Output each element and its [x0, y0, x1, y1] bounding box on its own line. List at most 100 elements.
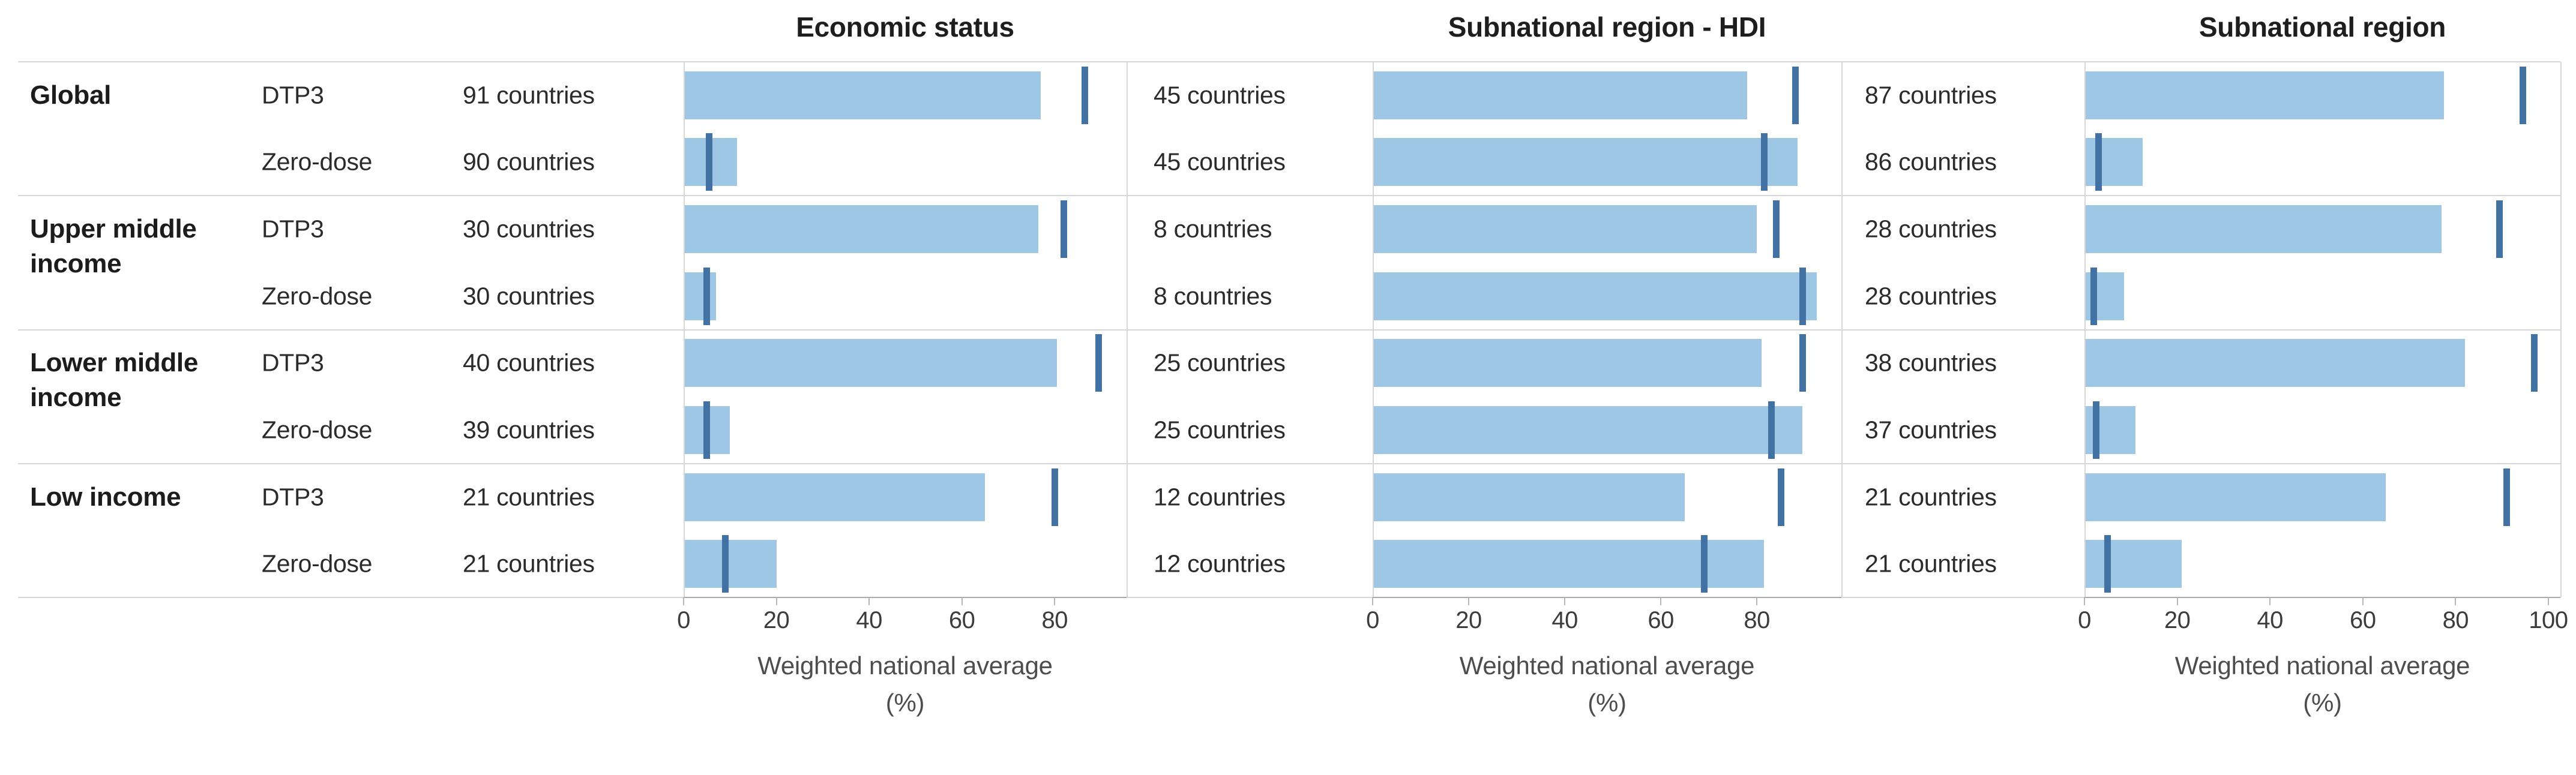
panel-title: Subnational region: [2198, 11, 2446, 43]
country-count-label: 90 countries: [463, 148, 595, 176]
country-count-label: 45 countries: [1154, 148, 1286, 176]
axis-tick-label: 80: [2442, 607, 2469, 633]
axis-tick-mark: [683, 597, 684, 605]
country-count-label: 8 countries: [1154, 215, 1272, 243]
reference-line-marker: [706, 133, 712, 191]
plot-left-border: [1373, 62, 1374, 597]
vaccine-label: DTP3: [262, 483, 324, 511]
group-separator-line: [18, 329, 2560, 331]
vaccine-label: Zero-dose: [262, 416, 373, 444]
axis-tick-mark: [2269, 597, 2271, 605]
country-count-label: 21 countries: [1865, 549, 1997, 578]
coverage-bar: [1374, 138, 1798, 187]
reference-line-marker: [2104, 535, 2111, 593]
axis-tick-label: 60: [2349, 607, 2376, 633]
coverage-bar: [1374, 71, 1748, 119]
country-count-label: 25 countries: [1154, 349, 1286, 377]
country-count-label: 30 countries: [463, 282, 595, 310]
reference-line-marker: [2503, 468, 2510, 526]
reference-line-marker: [1772, 200, 1780, 259]
axis-tick-label: 40: [1551, 607, 1578, 633]
axis-tick-mark: [1756, 597, 1758, 605]
country-count-label: 45 countries: [1154, 81, 1286, 109]
coverage-bar: [685, 540, 777, 588]
axis-tick-label: 100: [2529, 607, 2568, 633]
axis-tick-label: 0: [677, 607, 690, 633]
country-count-label: 8 countries: [1154, 282, 1272, 310]
plot-left-border: [2084, 62, 2086, 597]
reference-line-marker: [1777, 468, 1784, 526]
axis-tick-mark: [1372, 597, 1373, 605]
reference-line-marker: [703, 267, 711, 325]
reference-line-marker: [1081, 66, 1088, 124]
group-separator-line: [18, 462, 2560, 464]
reference-line-marker: [1095, 334, 1103, 392]
group-label: Lower middle: [30, 348, 198, 378]
plot-left-border: [684, 62, 685, 597]
reference-line-marker: [703, 401, 711, 459]
group-label: Low income: [30, 482, 181, 512]
axis-title-line1: Weighted national average: [757, 651, 1053, 680]
coverage-bar: [2086, 339, 2465, 388]
plot-right-border: [2560, 62, 2562, 597]
reference-line-marker: [1061, 200, 1068, 259]
country-count-label: 25 countries: [1154, 416, 1286, 444]
coverage-bar: [2086, 138, 2143, 187]
axis-tick-label: 20: [1455, 607, 1482, 633]
coverage-bar: [2086, 473, 2386, 521]
vaccine-label: Zero-dose: [262, 148, 373, 176]
reference-line-marker: [722, 535, 729, 593]
group-label: income: [30, 249, 122, 279]
coverage-bar: [1374, 205, 1757, 254]
reference-line-marker: [1768, 401, 1775, 459]
axis-tick-label: 80: [1744, 607, 1770, 633]
reference-line-marker: [2531, 334, 2538, 392]
axis-tick-mark: [2362, 597, 2364, 605]
reference-line-marker: [2095, 133, 2102, 191]
coverage-bar: [2086, 540, 2182, 588]
axis-tick-mark: [2084, 597, 2085, 605]
country-count-label: 12 countries: [1154, 549, 1286, 578]
country-count-label: 91 countries: [463, 81, 595, 109]
reference-line-marker: [2519, 66, 2526, 124]
group-label: income: [30, 383, 122, 413]
vaccine-label: DTP3: [262, 81, 324, 109]
axis-title-line2: (%): [885, 689, 925, 717]
panel-title: Economic status: [796, 11, 1014, 43]
country-count-label: 87 countries: [1865, 81, 1997, 109]
axis-title-line1: Weighted national average: [1459, 651, 1755, 680]
country-count-label: 40 countries: [463, 349, 595, 377]
country-count-label: 38 countries: [1865, 349, 1997, 377]
reference-line-marker: [1792, 66, 1799, 124]
axis-tick-mark: [961, 597, 963, 605]
coverage-bar: [685, 71, 1041, 119]
coverage-bar: [2086, 205, 2442, 254]
axis-tick-label: 0: [1366, 607, 1379, 633]
reference-line-marker: [1799, 267, 1806, 325]
coverage-bar: [1374, 272, 1817, 320]
coverage-bar: [1374, 339, 1762, 388]
coverage-bar: [1374, 540, 1765, 588]
coverage-bar: [685, 272, 717, 320]
reference-line-marker: [1700, 535, 1708, 593]
reference-line-marker: [1799, 334, 1806, 392]
axis-tick-mark: [1468, 597, 1470, 605]
vaccine-label: Zero-dose: [262, 549, 373, 578]
reference-line-marker: [1760, 133, 1768, 191]
axis-title-line1: Weighted national average: [2174, 651, 2470, 680]
coverage-bar: [1374, 473, 1685, 521]
axis-tick-mark: [1564, 597, 1566, 605]
group-label: Global: [30, 80, 112, 110]
coverage-bar: [685, 473, 986, 521]
axis-tick-mark: [2176, 597, 2178, 605]
reference-line-marker: [2090, 267, 2097, 325]
axis-tick-label: 40: [2257, 607, 2283, 633]
reference-line-marker: [1051, 468, 1058, 526]
coverage-bar: [685, 339, 1058, 388]
axis-tick-label: 60: [1648, 607, 1674, 633]
axis-tick-label: 40: [856, 607, 882, 633]
axis-line: [2084, 597, 2560, 598]
axis-tick-label: 80: [1041, 607, 1068, 633]
group-separator-line: [18, 597, 2560, 598]
country-count-label: 21 countries: [1865, 483, 1997, 511]
